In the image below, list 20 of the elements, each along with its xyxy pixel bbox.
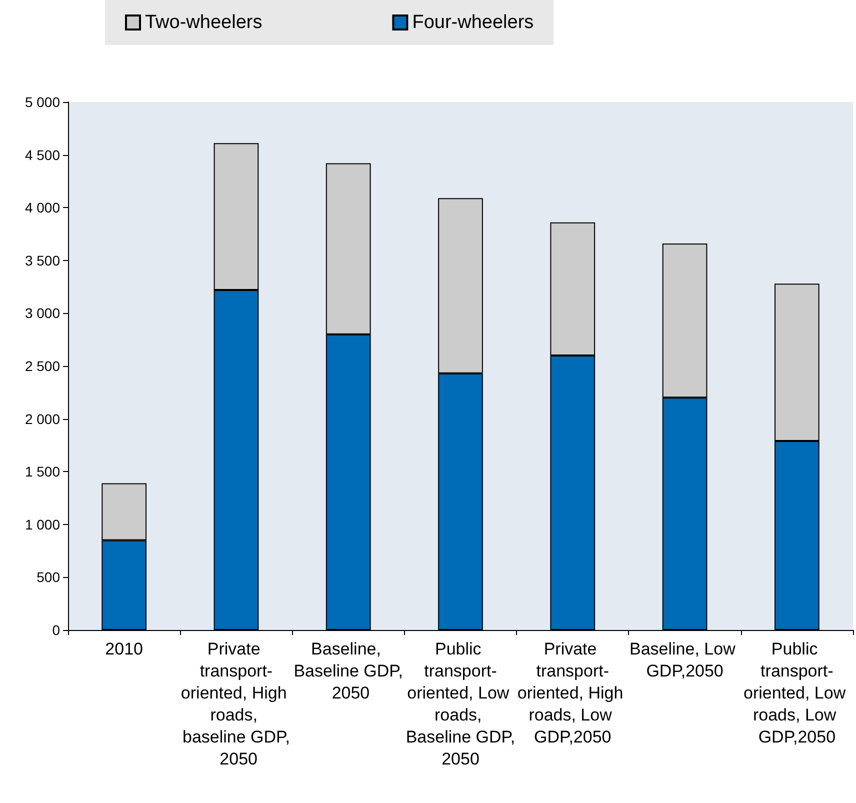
y-tick-label: 3 500 xyxy=(24,252,60,268)
y-tick-label: 3 000 xyxy=(24,305,60,322)
y-tick-label: 2 500 xyxy=(24,358,60,374)
x-tick-label: Public transport-oriented, Low roads, Low GDP,2050 xyxy=(744,640,850,746)
y-tick-label: 5 000 xyxy=(24,94,60,110)
y-tick-label: 1 500 xyxy=(24,464,60,480)
y-tick-label: 0 xyxy=(52,622,60,638)
y-tick-label: 500 xyxy=(36,569,60,586)
x-tick-label: Private transport-oriented, High roads, baseline GDP, 2050 xyxy=(180,640,292,768)
y-tick-label: 2 000 xyxy=(24,410,60,427)
x-tick-label: Baseline, Baseline GDP, 2050 xyxy=(294,640,404,702)
y-tick-label: 1 000 xyxy=(24,516,60,532)
x-tick-label: Baseline, Low GDP,2050 xyxy=(629,640,740,680)
y-tick-label: 4 500 xyxy=(24,146,60,163)
x-tick-label: Private transport-oriented, High roads, Low GDP,2050 xyxy=(517,640,628,746)
legend-label: Four-wheelers xyxy=(412,12,534,33)
y-tick-label: 4 000 xyxy=(24,200,60,216)
x-tick-label: 2010 xyxy=(105,640,143,658)
legend-label: Two-wheelers xyxy=(145,12,262,33)
x-tick-label: Public transport-oriented, Low roads, Baseline GDP,2050 xyxy=(406,640,516,768)
